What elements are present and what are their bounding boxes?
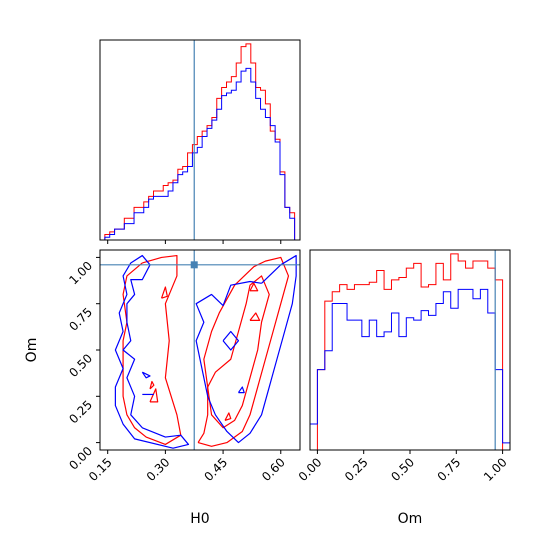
hist-om-series <box>309 253 511 451</box>
contour-run_a-0 <box>122 254 182 446</box>
hist-h0-series <box>100 43 300 241</box>
contour-run_b-0 <box>114 254 190 449</box>
contour-run_b-1 <box>195 254 297 444</box>
contour-run_a-1 <box>197 256 290 447</box>
contour-run_b-2 <box>222 330 240 351</box>
contour-run_a-7 <box>249 312 261 321</box>
contour-run_a-8 <box>224 412 232 421</box>
contour-series <box>114 254 297 449</box>
contour-run_a-6 <box>249 282 259 292</box>
contour-run_a-3 <box>149 388 159 403</box>
truth-marker <box>190 261 198 269</box>
y-axis-label-om: Om <box>24 338 40 363</box>
hist-h0-frame <box>99 39 301 241</box>
hist-om-series-run_b <box>309 288 511 450</box>
contour-run_a-4 <box>149 380 155 390</box>
contour-run_a-5 <box>160 286 168 299</box>
hist-h0-series-run_b <box>100 67 300 241</box>
truth-crosshair <box>100 250 300 450</box>
hist-h0-series-run_a <box>100 43 300 241</box>
panel-hist-h0 <box>99 39 301 244</box>
x-axis-label-h0: H0 <box>190 511 209 527</box>
contour-run_b-5 <box>237 386 245 394</box>
contour-run_b-3 <box>141 371 151 379</box>
hist-h0-x-ticks <box>107 240 282 244</box>
x-axis-label-om: Om <box>398 511 423 527</box>
hist-om-series-run_a <box>310 253 510 451</box>
